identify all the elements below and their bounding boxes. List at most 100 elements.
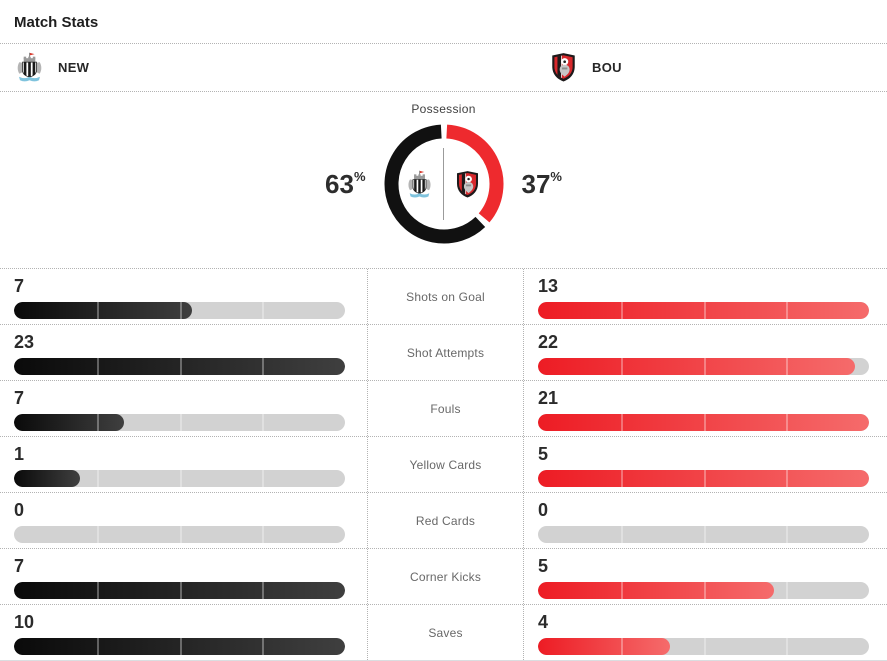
bar-segment-divider <box>620 414 623 431</box>
stat-row: 10 Saves 4 <box>0 604 887 660</box>
stat-value-home: 10 <box>14 612 35 632</box>
stat-value-home: 0 <box>14 500 25 520</box>
stat-label: Yellow Cards <box>367 437 524 492</box>
stat-bar-away <box>538 638 869 655</box>
bar-segment-divider <box>262 582 265 599</box>
stat-bar-fill-away <box>538 470 869 487</box>
possession-home-pct: 63% <box>325 169 366 197</box>
stat-bar-away <box>538 470 869 487</box>
stat-bar-fill-home <box>14 302 193 319</box>
stat-cell-home: 0 <box>0 493 367 548</box>
stat-bar-home <box>14 302 345 319</box>
bar-segment-divider <box>179 470 182 487</box>
stat-bar-home <box>14 582 345 599</box>
possession-away-pct-value: 37 <box>521 169 551 199</box>
stat-bar-away <box>538 302 869 319</box>
page-title: Match Stats <box>14 14 99 31</box>
stat-cell-home: 1 <box>0 437 367 492</box>
team-away[interactable]: BOU <box>524 52 887 83</box>
bar-segment-divider <box>620 470 623 487</box>
bar-segment-divider <box>96 302 99 319</box>
stat-row: 1 Yellow Cards 5 <box>0 436 887 492</box>
stat-row: 0 Red Cards 0 <box>0 492 887 548</box>
team-header-row: NEW BOU <box>0 43 887 92</box>
bar-segment-divider <box>703 302 706 319</box>
bar-segment-divider <box>179 638 182 655</box>
bar-segment-divider <box>620 582 623 599</box>
bar-segment-divider <box>179 358 182 375</box>
stat-bar-away <box>538 358 869 375</box>
stat-row: 7 Shots on Goal 13 <box>0 268 887 324</box>
bar-segment-divider <box>703 526 706 543</box>
stat-bar-fill-away <box>538 414 869 431</box>
stat-cell-home: 7 <box>0 549 367 604</box>
stat-cell-away: 4 <box>524 605 887 660</box>
stat-row: 7 Corner Kicks 5 <box>0 548 887 604</box>
bar-segment-divider <box>262 638 265 655</box>
possession-away-pct: 37% <box>521 169 562 199</box>
stat-value-away: 5 <box>538 556 549 576</box>
stat-bar-away <box>538 582 869 599</box>
stat-bar-fill-away <box>538 582 775 599</box>
stat-label: Shot Attempts <box>367 325 524 380</box>
bar-segment-divider <box>703 582 706 599</box>
stat-value-away: 13 <box>538 276 559 296</box>
stat-label: Red Cards <box>367 493 524 548</box>
bar-segment-divider <box>786 638 789 655</box>
stat-row: 23 Shot Attempts 22 <box>0 324 887 380</box>
stat-row: 7 Fouls 21 <box>0 380 887 436</box>
bar-segment-divider <box>786 414 789 431</box>
stat-value-home: 7 <box>14 388 25 408</box>
bar-segment-divider <box>703 358 706 375</box>
bar-segment-divider <box>262 414 265 431</box>
stat-cell-away: 21 <box>524 381 887 436</box>
stat-bar-home <box>14 358 345 375</box>
stat-value-home: 23 <box>14 332 35 352</box>
stat-cell-home: 23 <box>0 325 367 380</box>
newcastle-crest-icon <box>14 52 45 83</box>
stat-value-home: 7 <box>14 276 25 296</box>
stat-cell-home: 7 <box>0 381 367 436</box>
stat-cell-away: 0 <box>524 493 887 548</box>
stat-cell-away: 5 <box>524 437 887 492</box>
bar-segment-divider <box>96 358 99 375</box>
stat-bar-fill-home <box>14 582 345 599</box>
bar-segment-divider <box>96 638 99 655</box>
stat-label: Saves <box>367 605 524 660</box>
bar-segment-divider <box>262 526 265 543</box>
bar-segment-divider <box>262 470 265 487</box>
team-home[interactable]: NEW <box>0 52 524 83</box>
stat-label: Shots on Goal <box>367 269 524 324</box>
stat-bar-away <box>538 526 869 543</box>
bar-segment-divider <box>786 302 789 319</box>
bar-segment-divider <box>96 526 99 543</box>
stat-label: Fouls <box>367 381 524 436</box>
stat-bar-fill-away <box>538 358 855 375</box>
bar-segment-divider <box>262 302 265 319</box>
stats-table: 7 Shots on Goal 13 23 <box>0 268 887 661</box>
possession-section: Possession 63% 37% <box>0 92 887 268</box>
bar-segment-divider <box>620 358 623 375</box>
bar-segment-divider <box>703 414 706 431</box>
stat-bar-fill-home <box>14 470 81 487</box>
bar-segment-divider <box>703 470 706 487</box>
stat-value-home: 7 <box>14 556 25 576</box>
bar-segment-divider <box>620 526 623 543</box>
bar-segment-divider <box>620 638 623 655</box>
donut-away-arc <box>445 124 503 223</box>
stat-cell-home: 10 <box>0 605 367 660</box>
bar-segment-divider <box>786 470 789 487</box>
stat-bar-home <box>14 414 345 431</box>
stat-bar-fill-home <box>14 638 345 655</box>
bar-segment-divider <box>179 582 182 599</box>
percent-sign-home: % <box>353 169 366 185</box>
bar-segment-divider <box>620 302 623 319</box>
stat-bar-fill-home <box>14 358 345 375</box>
stat-bar-away <box>538 414 869 431</box>
stat-cell-home: 7 <box>0 269 367 324</box>
bar-segment-divider <box>262 358 265 375</box>
bar-segment-divider <box>786 582 789 599</box>
team-home-abbr: NEW <box>58 60 90 75</box>
stat-value-home: 1 <box>14 444 25 464</box>
